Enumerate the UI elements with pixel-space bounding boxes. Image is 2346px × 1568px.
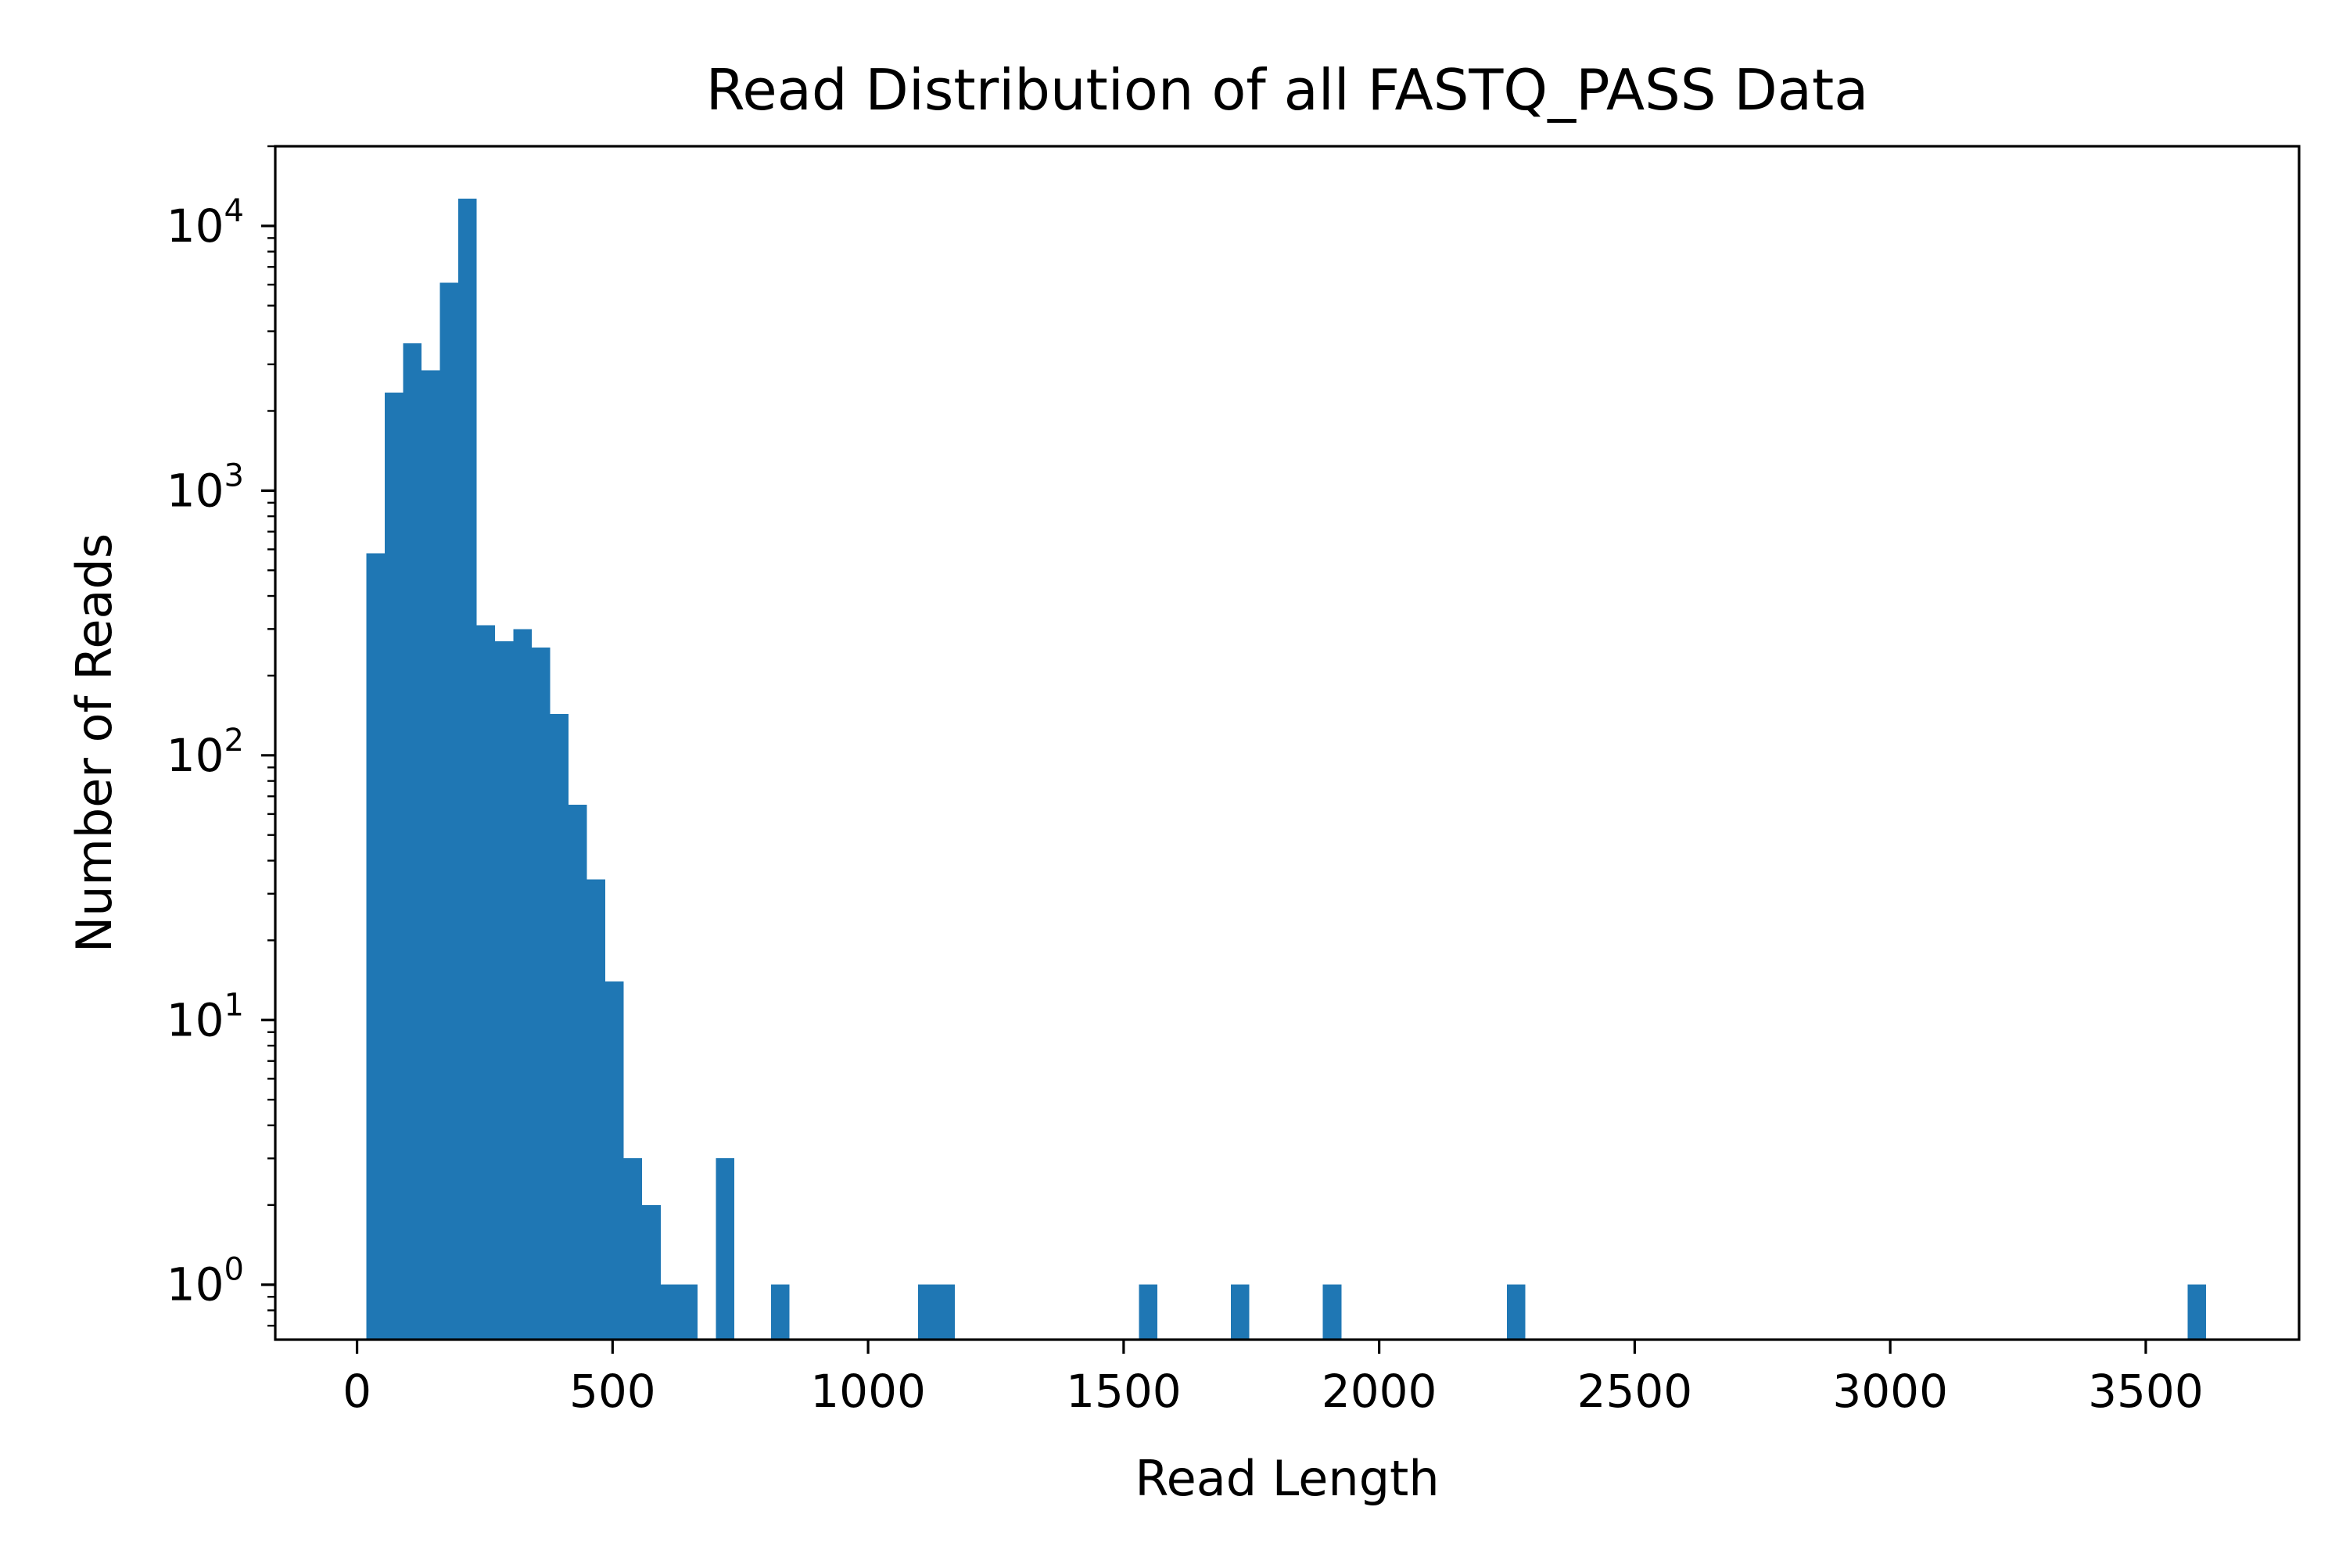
x-tick-label: 1500 [1066,1365,1182,1418]
y-axis-label: Number of Reads [66,533,123,953]
chart-title: Read Distribution of all FASTQ_PASS Data [706,57,1869,123]
histogram-bar [623,1158,643,1340]
histogram-bar [716,1158,734,1340]
histogram-bar [1231,1284,1250,1340]
histogram-bar [1322,1284,1342,1340]
histogram-bar [403,343,421,1340]
plot-frame [274,145,2301,1341]
x-tick-label: 2000 [1322,1365,1437,1418]
y-tick-label: 104 [167,193,244,253]
histogram-bar [642,1204,661,1340]
x-tick-label: 500 [569,1365,656,1418]
histogram-bar [1507,1284,1526,1340]
histogram-bar [366,553,385,1340]
y-tick-label: 103 [167,457,244,517]
x-tick-label: 3500 [2088,1365,2204,1418]
y-axis-ticks: 100 101 102 103 104 [167,145,275,1327]
histogram-bar [550,714,569,1340]
bars-group [366,198,2207,1340]
histogram-bar [569,805,587,1340]
x-tick-label: 3000 [1832,1365,1948,1418]
y-tick-label: 101 [167,987,244,1046]
histogram-bar [770,1284,790,1340]
histogram-bar [495,640,514,1340]
histogram-bar [605,981,624,1340]
x-tick-label: 0 [343,1365,371,1418]
y-tick-label: 100 [167,1252,244,1311]
histogram-bar [586,879,606,1340]
histogram-bar [1139,1284,1158,1340]
histogram-bar [513,629,533,1340]
x-axis-label: Read Length [1135,1450,1439,1507]
histogram-bar [679,1284,698,1340]
histogram-bar [476,625,496,1340]
histogram-bar [457,198,477,1340]
histogram-bar [2187,1284,2207,1340]
histogram-bar [421,370,440,1340]
histogram-bar [936,1284,956,1340]
histogram-bar [660,1284,680,1340]
histogram-bar [439,282,458,1340]
histogram-bar [532,648,551,1340]
x-axis-ticks: 0 500 1000 1500 2000 2500 3000 3500 [343,1340,2204,1418]
x-tick-label: 1000 [810,1365,926,1418]
y-tick-label: 102 [167,723,244,782]
histogram-bar [384,392,404,1340]
histogram-bar [918,1284,937,1340]
x-tick-label: 2500 [1577,1365,1693,1418]
